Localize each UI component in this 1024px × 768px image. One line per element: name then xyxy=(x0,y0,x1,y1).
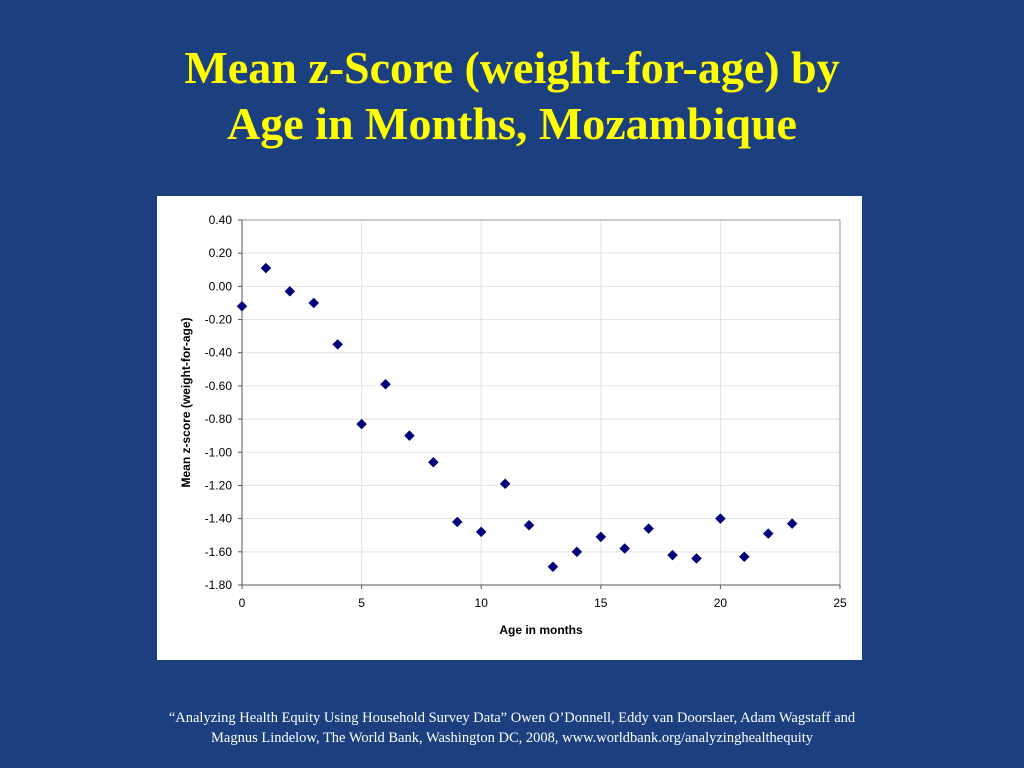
slide-title: Mean z-Score (weight-for-age) by Age in … xyxy=(40,40,984,152)
data-point xyxy=(786,518,798,529)
data-point xyxy=(332,339,344,350)
y-tick-label: -1.60 xyxy=(205,545,233,559)
y-tick-label: -0.40 xyxy=(205,346,233,360)
y-tick-label: -1.40 xyxy=(205,512,233,526)
y-tick-label: -1.20 xyxy=(205,478,233,492)
data-point xyxy=(595,531,607,543)
data-point xyxy=(619,543,631,554)
data-point xyxy=(523,519,535,531)
data-point xyxy=(308,297,320,309)
y-tick-label: -0.80 xyxy=(205,412,233,426)
y-tick-label: 0.00 xyxy=(209,279,233,293)
data-point xyxy=(260,262,272,274)
data-point xyxy=(667,549,678,561)
data-point xyxy=(691,553,702,564)
x-tick-label: 25 xyxy=(833,596,847,610)
data-point xyxy=(356,418,367,430)
data-point xyxy=(236,300,248,312)
citation-footer: “Analyzing Health Equity Using Household… xyxy=(60,708,964,748)
y-tick-label: 0.40 xyxy=(209,213,233,227)
data-point xyxy=(643,523,654,534)
data-point xyxy=(571,546,583,558)
y-axis-title: Mean z-score (weight-for-age) xyxy=(179,317,193,487)
data-point xyxy=(284,285,296,297)
slide-title-line-1: Mean z-Score (weight-for-age) by xyxy=(184,42,840,93)
data-point xyxy=(715,513,726,524)
data-point xyxy=(547,561,559,573)
citation-line-1: “Analyzing Health Equity Using Household… xyxy=(168,710,856,726)
data-point xyxy=(475,526,487,538)
data-point xyxy=(738,551,750,563)
data-point xyxy=(380,378,391,390)
y-tick-label: 0.20 xyxy=(209,246,233,260)
y-tick-label: -0.60 xyxy=(205,379,233,393)
data-point xyxy=(428,456,439,468)
y-tick-label: -0.20 xyxy=(205,313,233,327)
x-tick-label: 15 xyxy=(594,596,608,610)
data-point xyxy=(451,516,463,528)
data-point xyxy=(762,528,774,539)
citation-line-2: Magnus Lindelow, The World Bank, Washing… xyxy=(210,730,814,746)
data-point xyxy=(499,478,511,490)
x-tick-label: 20 xyxy=(714,596,728,610)
y-tick-label: -1.80 xyxy=(205,578,233,592)
slide-title-line-2: Age in Months, Mozambique xyxy=(227,98,797,149)
chart-panel: 0.40 0.20 0.00 -0.20 -0.40 -0.60 -0.80 -1.00 -1.… xyxy=(157,196,862,660)
data-point xyxy=(404,430,415,442)
scatter-chart: 0.40 0.20 0.00 -0.20 -0.40 -0.60 -0.80 -1.00 -1.… xyxy=(179,213,847,637)
y-tick-label: -1.00 xyxy=(205,445,233,459)
x-axis-title: Age in months xyxy=(499,623,583,637)
x-tick-label: 5 xyxy=(358,596,365,610)
x-tick-label: 10 xyxy=(475,596,489,610)
plot-area-border xyxy=(241,219,841,586)
x-tick-label: 0 xyxy=(239,596,246,610)
